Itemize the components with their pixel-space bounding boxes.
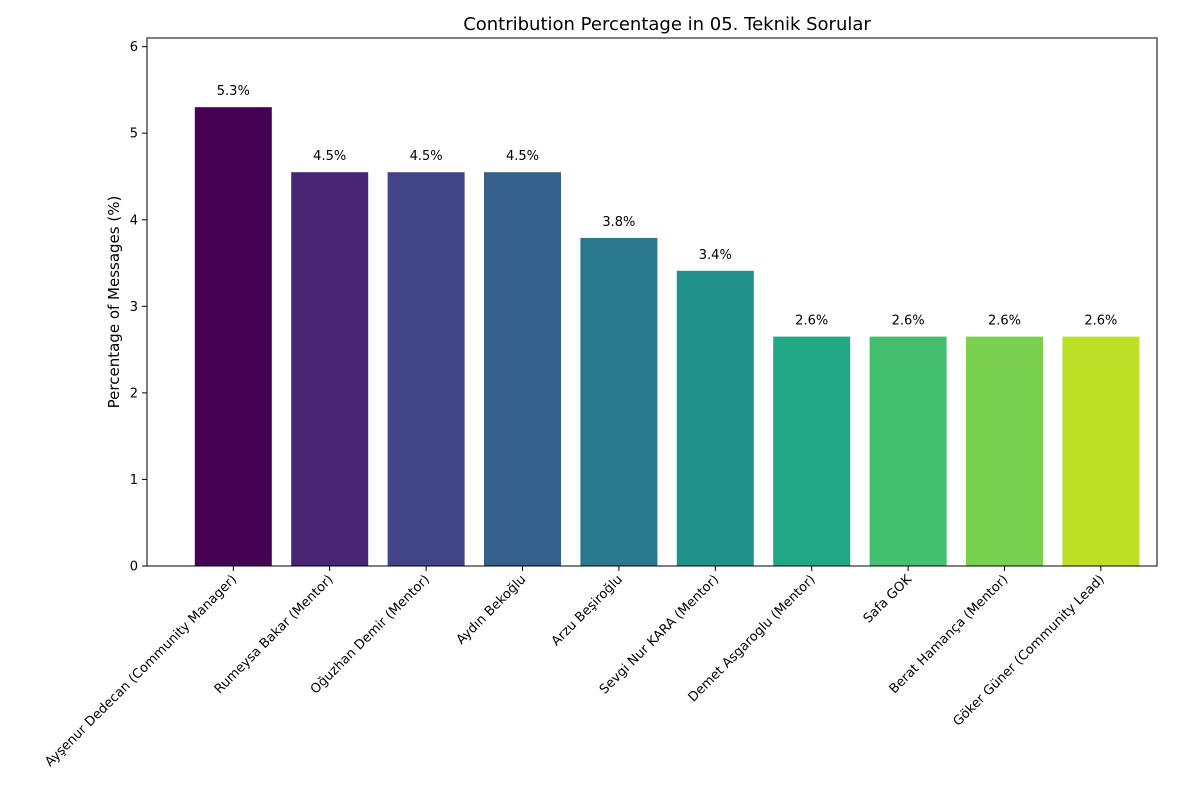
data-label: 2.6% [1084,314,1117,329]
y-tick-label: 5 [130,127,138,142]
bar [387,172,465,566]
bar [773,336,851,566]
data-label: 3.8% [602,215,635,230]
bar [966,336,1043,566]
data-label: 2.6% [988,314,1021,329]
bar [484,172,561,566]
data-label: 5.3% [217,84,250,99]
y-axis-ticks: 0 1 2 3 4 5 6 [130,40,147,575]
bar-group: 5.3% 4.5% 4.5% 4.5% 3.8% 3.4% 2.6% 2.6% 2.6% 2.6% [194,84,1140,566]
data-label: 4.5% [506,149,539,164]
x-tick-label: Safa GOK [861,572,916,627]
y-tick-label: 6 [130,40,138,55]
y-tick-label: 4 [130,213,138,228]
x-tick-label: Arzu Beşiroğlu [549,572,626,649]
plot-frame [146,37,1158,567]
bar [676,270,754,566]
bar [194,107,272,566]
y-tick-label: 1 [130,473,138,488]
data-label: 2.6% [795,314,828,329]
y-tick-label: 0 [130,560,138,575]
data-label: 2.6% [892,314,925,329]
data-label: 3.4% [699,248,732,263]
x-tick-label: Ayşenur Dedecan (Community Manager) [42,572,240,770]
x-axis-ticks: Ayşenur Dedecan (Community Manager)Rumey… [42,566,1108,770]
data-label: 4.5% [313,149,346,164]
bar [291,172,369,566]
chart-title: Contribution Percentage in 05. Teknik So… [463,14,871,35]
bar [580,237,658,566]
y-tick-label: 2 [130,386,138,401]
y-axis-label: Percentage of Messages (%) [105,196,123,409]
y-tick-label: 3 [130,300,138,315]
bar [1062,336,1140,566]
data-label: 4.5% [410,149,443,164]
x-tick-label: Göker Güner (Community Lead) [951,572,1108,729]
bar [869,336,947,566]
x-tick-label: Aydın Bekoğlu [454,572,530,648]
